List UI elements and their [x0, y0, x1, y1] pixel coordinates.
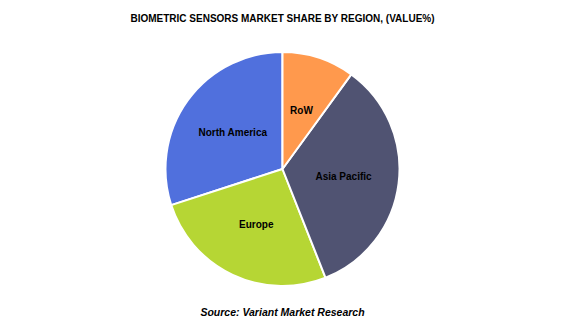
svg-text:Source: Variant Market Researc: Source: Variant Market Research: [200, 306, 364, 318]
svg-text:North America: North America: [198, 127, 267, 138]
svg-text:Asia Pacific: Asia Pacific: [315, 171, 372, 182]
svg-text:BIOMETRIC SENSORS MARKET SHARE: BIOMETRIC SENSORS MARKET SHARE BY REGION…: [130, 13, 434, 24]
svg-text:RoW: RoW: [290, 105, 313, 116]
svg-text:Europe: Europe: [239, 219, 274, 230]
